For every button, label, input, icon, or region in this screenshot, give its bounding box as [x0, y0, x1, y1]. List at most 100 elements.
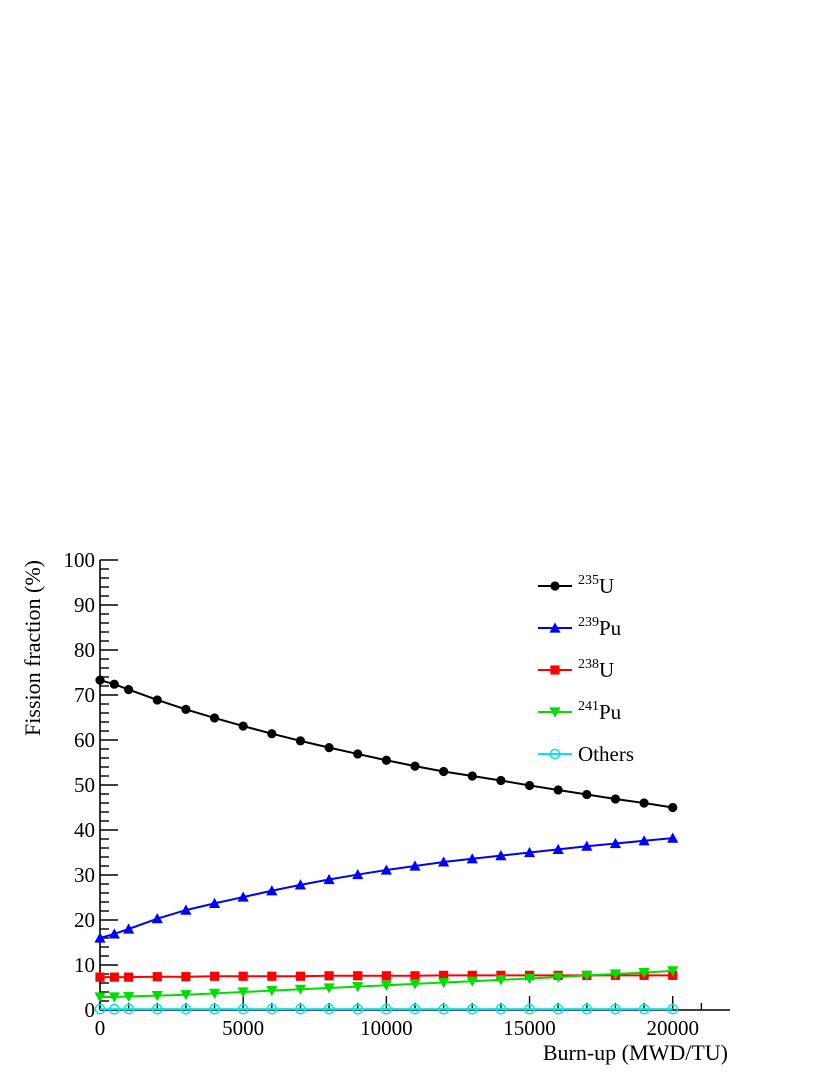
data-point-238-u [295, 971, 306, 981]
data-point-241-pu [523, 973, 536, 985]
data-point-239-pu [523, 846, 536, 858]
data-point-others [409, 1003, 421, 1015]
data-point-241-pu [323, 983, 335, 994]
legend-label: 239Pu [578, 615, 622, 640]
y-tick-label: 20 [74, 908, 95, 932]
data-point-241-pu [352, 982, 364, 993]
data-point-235-u [124, 685, 134, 695]
data-point-others [581, 1003, 593, 1015]
data-point-238-u [95, 972, 105, 982]
data-point-241-pu [581, 970, 593, 981]
data-point-235-u [267, 729, 277, 739]
data-point-239-pu [667, 832, 679, 843]
data-point-241-pu [266, 986, 278, 997]
data-point-238-u [324, 971, 334, 981]
data-point-239-pu [409, 860, 421, 871]
data-point-235-u [467, 771, 477, 781]
legend-entry-235-u: 235U [538, 573, 614, 598]
data-point-others [610, 1003, 621, 1015]
data-point-235-u [639, 798, 649, 808]
data-point-235-u [496, 775, 506, 786]
y-tick-label: 90 [74, 593, 95, 617]
data-point-others [180, 1003, 192, 1015]
axis-ticks: 0 5000 10000 15000 20000 0 10 20 30 40 50 60 70 80 90 1… [64, 548, 703, 1040]
data-point-239-pu [266, 885, 278, 896]
data-point-239-pu [237, 891, 249, 902]
data-point-241-pu [466, 976, 478, 987]
x-axis-title: Burn-up (MWD/TU) [543, 1040, 728, 1065]
legend-entry-238-u: 238U [538, 657, 614, 682]
data-point-241-pu [609, 969, 622, 980]
data-point-238-u [124, 972, 134, 982]
plot-frame [99, 560, 730, 1011]
data-point-238-u [267, 971, 277, 981]
y-tick-label: 0 [85, 998, 96, 1022]
data-point-238-u [238, 971, 248, 981]
legend-entry-239-pu: 239Pu [538, 615, 622, 640]
legend-isotope-mass: 239 [578, 615, 599, 630]
x-tick-label: 20000 [646, 1016, 699, 1040]
data-point-241-pu [180, 990, 192, 1001]
data-point-others [108, 1003, 120, 1015]
data-point-235-u [152, 695, 162, 705]
legend-isotope-mass: 238 [578, 657, 599, 672]
data-point-241-pu [123, 991, 135, 1003]
data-point-235-u [553, 785, 563, 795]
data-point-239-pu [294, 879, 307, 890]
data-point-238-u [209, 971, 220, 981]
data-point-241-pu [638, 968, 650, 979]
legend-marker [549, 748, 561, 760]
data-point-239-pu [323, 873, 335, 885]
data-point-239-pu [552, 843, 564, 854]
data-point-241-pu [667, 966, 679, 977]
data-point-241-pu [294, 984, 307, 995]
data-point-238-u [181, 972, 191, 982]
y-tick-label: 30 [74, 863, 95, 887]
y-tick-label: 60 [74, 728, 95, 752]
data-point-241-pu [409, 979, 421, 990]
x-tick-label: 0 [95, 1016, 106, 1040]
data-point-others [495, 1003, 507, 1015]
data-point-239-pu [438, 856, 450, 867]
data-point-others [667, 1003, 679, 1015]
data-point-239-pu [123, 923, 135, 934]
y-tick-label: 80 [74, 638, 95, 662]
legend-label: 238U [578, 657, 614, 682]
data-point-238-u [410, 971, 420, 981]
data-point-others [94, 1003, 106, 1015]
data-point-239-pu [352, 868, 364, 880]
legend-entry-others: Others [538, 742, 634, 766]
data-point-others [381, 1003, 392, 1015]
data-point-239-pu [609, 837, 622, 849]
y-axis-title: Fission fraction (%) [20, 560, 45, 736]
legend-element: Pu [599, 700, 622, 724]
data-point-239-pu [581, 840, 593, 851]
data-point-others [638, 1003, 650, 1015]
data-point-others [323, 1003, 335, 1015]
y-tick-label: 100 [64, 548, 96, 572]
data-point-235-u [295, 736, 306, 746]
series-235-u [95, 675, 678, 813]
data-point-241-pu [552, 972, 564, 983]
data-point-others [552, 1003, 564, 1015]
data-point-others [524, 1003, 535, 1015]
data-point-239-pu [151, 913, 163, 924]
data-point-238-u [467, 970, 477, 980]
data-point-235-u [439, 766, 449, 777]
data-point-235-u [209, 713, 220, 723]
data-point-241-pu [208, 988, 221, 999]
data-point-235-u [238, 721, 248, 731]
legend-marker [550, 581, 560, 591]
data-point-235-u [610, 794, 621, 804]
data-point-239-pu [380, 864, 392, 875]
series-239-pu [94, 832, 679, 943]
y-tick-label: 70 [74, 683, 95, 707]
y-tick-label: 10 [74, 953, 95, 977]
data-point-235-u [410, 761, 420, 771]
data-point-others [209, 1003, 220, 1015]
legend-element: Pu [599, 616, 622, 640]
data-point-235-u [582, 789, 592, 800]
data-point-239-pu [638, 835, 650, 846]
legend-isotope-mass: 241 [578, 699, 599, 714]
